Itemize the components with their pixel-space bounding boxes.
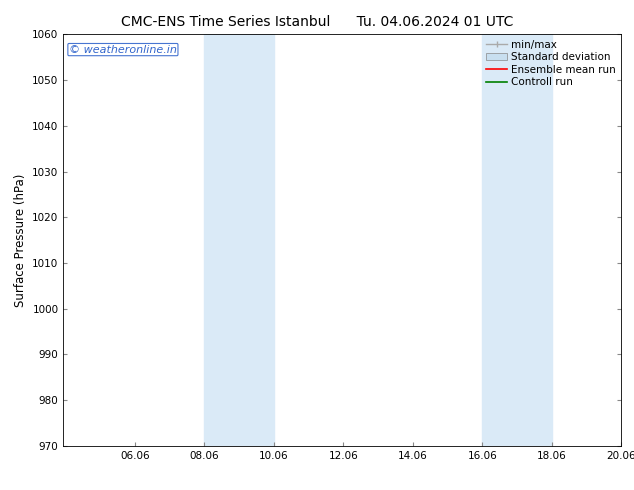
Text: © weatheronline.in: © weatheronline.in bbox=[69, 45, 177, 54]
Y-axis label: Surface Pressure (hPa): Surface Pressure (hPa) bbox=[14, 173, 27, 307]
Bar bbox=[482, 34, 552, 446]
Bar bbox=[204, 34, 274, 446]
Legend: min/max, Standard deviation, Ensemble mean run, Controll run: min/max, Standard deviation, Ensemble me… bbox=[484, 37, 618, 89]
Text: CMC-ENS Time Series Istanbul      Tu. 04.06.2024 01 UTC: CMC-ENS Time Series Istanbul Tu. 04.06.2… bbox=[121, 15, 513, 29]
